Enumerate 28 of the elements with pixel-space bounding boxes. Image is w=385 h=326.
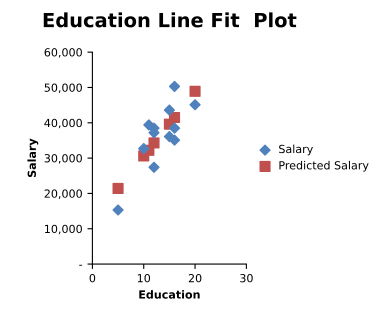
point	[190, 86, 201, 97]
x-axis-title: Education	[139, 290, 200, 299]
point	[148, 137, 160, 148]
point	[168, 80, 180, 92]
legend-label: Salary	[279, 144, 313, 156]
y-tick-label: 60,000	[44, 48, 82, 58]
x-tick-label: 20	[188, 274, 202, 282]
x-tick-label: 10	[138, 274, 150, 282]
y-tick-label: 30,000	[44, 154, 82, 164]
point	[164, 104, 176, 116]
x-tick-label: 0	[90, 274, 96, 282]
legend-label: Predicted Salary	[279, 160, 369, 172]
y-axis-title: Salary	[27, 138, 38, 178]
point	[138, 142, 150, 154]
point	[168, 134, 180, 146]
y-tick-label: 50,000	[44, 83, 82, 93]
point	[168, 122, 180, 134]
x-tick-label: 30	[240, 274, 253, 282]
y-tick-label: 40,000	[44, 118, 82, 128]
chart-title: Education Line Fit Plot	[44, 12, 296, 28]
y-tick-label: -	[79, 264, 82, 266]
point	[189, 99, 201, 110]
y-tick-label: 10,000	[45, 224, 82, 234]
point	[112, 182, 124, 194]
point	[148, 162, 160, 173]
point	[112, 204, 124, 216]
y-tick-label: 20,000	[44, 189, 82, 199]
point	[168, 112, 180, 124]
